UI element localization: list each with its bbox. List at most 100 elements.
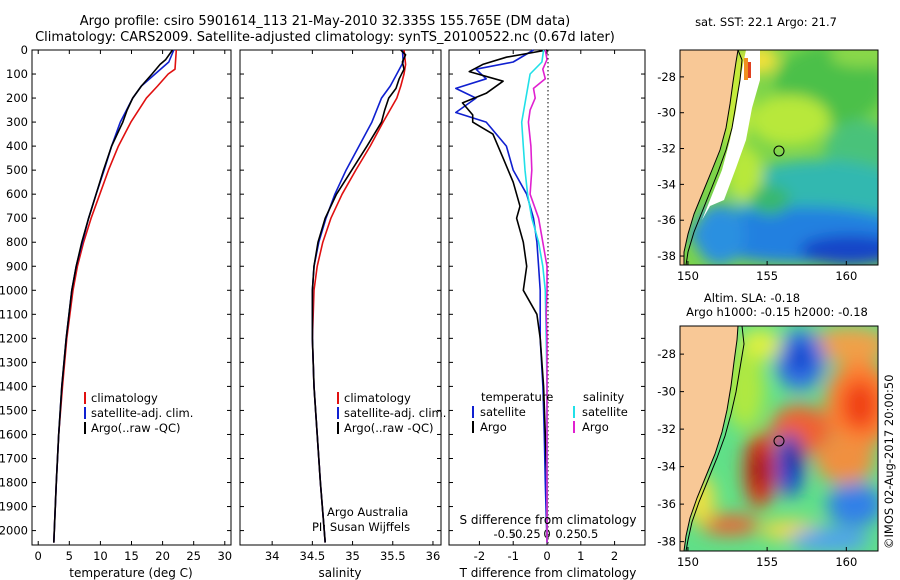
x-tick-label: 10 — [93, 549, 108, 563]
sla-map-subtitle: Argo h1000: -0.15 h2000: -0.18 — [686, 305, 868, 319]
s-tick-label: -0.5 — [494, 527, 516, 541]
lat-tick-label: -34 — [657, 460, 676, 474]
depth-tick-label: 600 — [6, 187, 28, 201]
salinity-panel: 34 34.5 35 35.5 36 salinity climatology sate… — [239, 49, 446, 580]
x-tick-label: 20 — [155, 549, 170, 563]
lat-tick-label: -32 — [657, 422, 676, 436]
temperature-axis: 0 5 10 15 20 25 30 — [35, 50, 232, 563]
x-tick-label: 0 — [35, 549, 42, 563]
legend-title-temperature: temperature — [481, 390, 553, 404]
legend-label-climatology: climatology — [91, 391, 158, 405]
lat-tick-label: -30 — [657, 385, 676, 399]
x-tick-label: -2 — [474, 549, 485, 563]
salinity-plot-frame — [239, 49, 442, 546]
difference-profiles — [454, 49, 548, 543]
x-tick-label: 34.5 — [300, 549, 326, 563]
temperature-plot-frame — [31, 49, 232, 546]
temperature-axis-label: temperature (deg C) — [69, 566, 192, 580]
lat-tick-label: -36 — [657, 213, 676, 227]
depth-tick-label: 900 — [6, 259, 28, 273]
sla-map-axes: 150 155 160 -28 -30 -32 -34 -36 -38 — [657, 347, 857, 569]
sst-map-frame — [679, 49, 879, 266]
s-tick-label: 0.5 — [580, 527, 598, 541]
temperature-difference-axis: -2 -1 0 1 2 — [474, 50, 618, 563]
depth-tick-label: 0 — [21, 43, 28, 57]
depth-tick-label: 1600 — [0, 427, 28, 441]
s-tick-label: 0.25 — [555, 527, 581, 541]
depth-tick-label: 800 — [6, 235, 28, 249]
land-area — [680, 50, 738, 265]
temperature-legend: climatology satellite-adj. clim. Argo(..… — [84, 391, 193, 435]
temperature-panel: 0100200300400500600700800900100011001200… — [0, 43, 232, 580]
lat-tick-label: -38 — [657, 535, 676, 549]
depth-axis: 0 100 200 300 400 500 600 700 800 900 1000 1100 1200… — [0, 43, 231, 538]
depth-tick-label: 1100 — [0, 307, 28, 321]
lat-tick-label: -34 — [657, 177, 676, 191]
credit-line-2: PI: Susan Wijffels — [312, 520, 410, 534]
legend-label-sal-argo: Argo — [582, 420, 609, 434]
argo-float-position — [773, 435, 785, 447]
temperature-difference-label: T difference from climatology — [459, 566, 637, 580]
sst-map-axes: 150 155 160 -28 -30 -32 -34 -36 -38 — [657, 70, 857, 283]
salinity-difference-label: S difference from climatology — [460, 513, 637, 527]
figure-title-line-1: Argo profile: csiro 5901614_113 21-May-2… — [79, 14, 571, 29]
difference-panel: -2 -1 0 1 2 -0.5-0.25 0 0.25 0.5 S difference f… — [448, 49, 646, 580]
lat-tick-label: -38 — [657, 249, 676, 263]
salinity-axis-label: salinity — [318, 566, 361, 580]
x-tick-label: 35 — [345, 549, 360, 563]
x-tick-label: 5 — [66, 549, 73, 563]
land-area — [680, 326, 738, 551]
legend-label-climatology: climatology — [344, 391, 411, 405]
difference-depth-ticks — [449, 49, 645, 532]
series-line-salinity-argo — [527, 49, 548, 543]
depth-tick-label: 1000 — [0, 283, 28, 297]
depth-tick-label: 1900 — [0, 500, 28, 514]
imos-credit: ©IMOS 02-Aug-2017 20:00:50 — [882, 374, 896, 549]
depth-tick-label: 700 — [6, 211, 28, 225]
lon-tick-label: 160 — [835, 269, 857, 283]
lon-tick-label: 150 — [677, 555, 699, 569]
depth-tick-label: 1500 — [0, 403, 28, 417]
sst-map: sat. SST: 22.1 Argo: 21.7 — [657, 15, 879, 283]
legend-label-satellite-adj: satellite-adj. clim. — [91, 406, 193, 420]
legend-label-temp-satellite: satellite — [480, 405, 526, 419]
depth-tick-label: 1700 — [0, 451, 28, 465]
lon-tick-label: 150 — [677, 269, 699, 283]
temperature-profiles — [53, 49, 178, 543]
x-tick-label: 25 — [186, 549, 201, 563]
s-tick-label: -0.25 — [511, 527, 541, 541]
depth-tick-label: 300 — [6, 115, 28, 129]
depth-tick-label: 1400 — [0, 379, 28, 393]
depth-tick-label: 1800 — [0, 476, 28, 490]
salinity-profiles — [311, 49, 407, 543]
figure-title-line-2: Climatology: CARS2009. Satellite-adjuste… — [35, 30, 615, 45]
lat-tick-label: -28 — [657, 347, 676, 361]
depth-tick-label: 200 — [6, 91, 28, 105]
salinity-legend: climatology satellite-adj. clim. Argo(..… — [337, 391, 446, 435]
legend-label-satellite-adj: satellite-adj. clim. — [344, 406, 446, 420]
depth-tick-label: 1300 — [0, 355, 28, 369]
lat-tick-label: -32 — [657, 142, 676, 156]
x-tick-label: 36 — [426, 549, 441, 563]
sst-map-title: sat. SST: 22.1 Argo: 21.7 — [695, 15, 837, 29]
credit-line-1: Argo Australia — [327, 505, 408, 519]
lat-tick-label: -30 — [657, 106, 676, 120]
x-tick-label: 15 — [124, 549, 139, 563]
legend-label-argo: Argo(..raw -QC) — [344, 421, 434, 435]
lat-tick-label: -36 — [657, 497, 676, 511]
depth-tick-label: 1200 — [0, 331, 28, 345]
lon-tick-label: 155 — [756, 269, 778, 283]
depth-tick-label: 500 — [6, 163, 28, 177]
series-line-argo-raw-qc- — [53, 49, 174, 543]
legend-label-sal-satellite: satellite — [582, 405, 628, 419]
x-tick-label: 2 — [611, 549, 618, 563]
series-line-temperature-argo — [461, 49, 548, 543]
depth-tick-label: 400 — [6, 139, 28, 153]
lon-tick-label: 160 — [835, 555, 857, 569]
x-tick-label: 0 — [543, 549, 550, 563]
argo-float-position — [773, 145, 785, 157]
series-line-argo-raw-qc- — [311, 49, 407, 543]
legend-label-temp-argo: Argo — [480, 420, 507, 434]
x-tick-label: 1 — [577, 549, 584, 563]
